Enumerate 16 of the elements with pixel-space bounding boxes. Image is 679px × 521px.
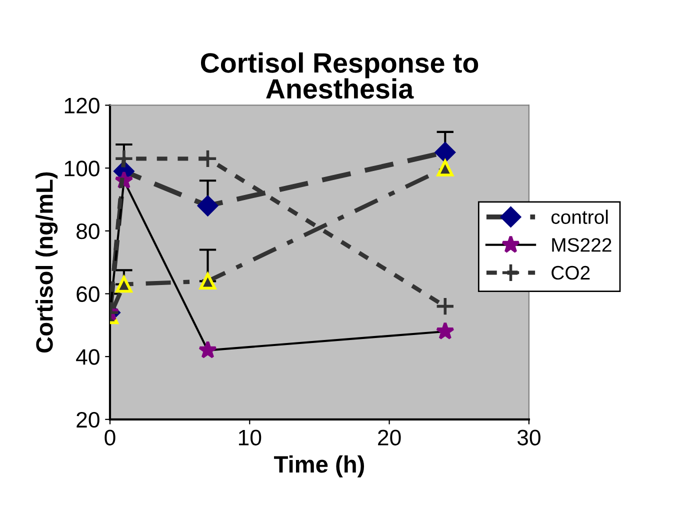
- y-tick-label: 20: [76, 412, 100, 428]
- x-tick-label: 10: [238, 430, 262, 446]
- y-tick-label: 40: [76, 349, 100, 365]
- y-tick-label: 100: [64, 160, 100, 176]
- x-tick-label: 0: [104, 430, 116, 446]
- y-tick-label: 120: [64, 98, 100, 114]
- legend-label: MS222: [552, 238, 612, 252]
- legend-label: CO2: [552, 266, 590, 280]
- chart-title: Cortisol Response to Anesthesia: [200, 52, 478, 99]
- y-tick-label: 60: [76, 286, 100, 302]
- x-tick-label: 20: [378, 430, 401, 446]
- x-axis-title: Time (h): [274, 455, 364, 478]
- legend-label: control: [551, 210, 608, 224]
- y-axis-title: Cortisol (ng/mL): [36, 172, 58, 352]
- x-tick-label: 30: [517, 430, 540, 446]
- y-tick-label: 80: [76, 223, 100, 240]
